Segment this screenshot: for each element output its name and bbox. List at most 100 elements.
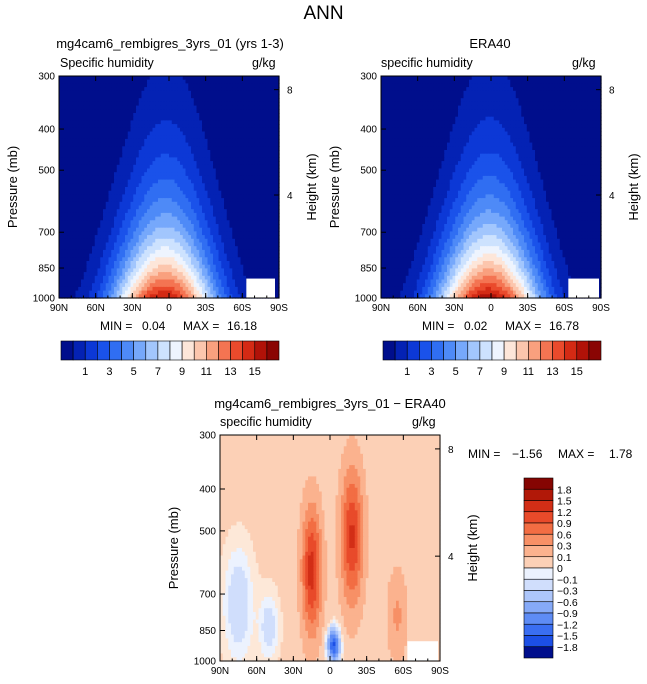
colorbar-swatch (97, 340, 110, 361)
panel-2-y2-tick-label: 4 (609, 191, 615, 202)
colorbar-swatch (419, 340, 432, 361)
colorbar-swatch (109, 340, 122, 361)
panel-1-x-tick-label: 60N (86, 303, 104, 314)
panel-2-max-label: MAX = (505, 319, 542, 333)
panel-2-colorbar (382, 340, 602, 361)
panel-3-field-label: specific humidity (220, 415, 312, 429)
panel-1-min-value: 0.04 (142, 319, 166, 333)
colorbar-swatch (467, 340, 481, 361)
panel-1-colorbar-label: 13 (224, 366, 236, 378)
panel-3-y-axis-label: Pressure (mb) (166, 507, 181, 589)
panel-1-y-tick-label: 850 (38, 264, 55, 275)
panel-2-field-label: specific humidity (381, 56, 473, 70)
colorbar-swatch (515, 340, 529, 361)
panel-2-y-tick-label: 700 (360, 228, 377, 239)
panel-2-y2-tick-label: 8 (609, 86, 615, 97)
panel-2-min-label: MIN = (422, 319, 455, 333)
panel-3-colorbar-label: 1.5 (557, 496, 572, 508)
panel-1-colorbar-label: 9 (179, 366, 185, 378)
panel-1-y2-axis-label: Height (km) (304, 153, 319, 220)
panel-3-min-value: −1.56 (512, 447, 543, 461)
panel-3-contour-field (220, 435, 441, 662)
colorbar-swatch (523, 567, 554, 580)
panel-1-y2-tick-label: 8 (287, 86, 293, 97)
colorbar-swatch (443, 340, 456, 361)
panel-3-colorbar-label: −0.6 (557, 597, 578, 609)
colorbar-swatch (552, 340, 565, 361)
panel-3-x-tick-label: 90S (431, 666, 449, 677)
panel-2-x-tick-label: 30N (445, 303, 463, 314)
colorbar-swatch (206, 340, 219, 361)
colorbar-swatch (181, 340, 195, 361)
panel-1-x-tick-label: 30S (197, 303, 215, 314)
panel-3-max-value: 1.78 (609, 447, 633, 461)
panel-1-colorbar-label: 5 (131, 366, 137, 378)
panel-3-x-tick-label: 30S (358, 666, 376, 677)
panel-3-y-tick-label: 500 (199, 526, 216, 537)
panel-3-y-tick-label: 700 (199, 590, 216, 601)
colorbar-swatch (479, 340, 493, 361)
panel-2-units: g/kg (572, 56, 596, 70)
panel-3-colorbar-label: 0.1 (557, 552, 572, 564)
panel-2-y-tick-label: 300 (360, 72, 377, 83)
panel-3-x-tick-label: 30N (284, 666, 302, 677)
colorbar-swatch (523, 590, 554, 603)
panel-1-y-tick-label: 1000 (33, 294, 56, 305)
colorbar-swatch (523, 601, 554, 614)
colorbar-swatch (491, 340, 505, 361)
panel-2-colorbar-label: 9 (501, 366, 507, 378)
panel-2-axes (380, 75, 602, 299)
panel-3-x-tick-label: 60S (394, 666, 412, 677)
panel-3-colorbar-label: 1.2 (557, 507, 572, 519)
panel-2-y2-axis-label: Height (km) (626, 153, 641, 220)
colorbar-swatch (431, 340, 444, 361)
colorbar-swatch (523, 533, 554, 546)
panel-2-min-value: 0.02 (464, 319, 488, 333)
panel-1-contour-field (59, 76, 280, 299)
panel-2-y-tick-label: 1000 (355, 294, 378, 305)
panel-3-axes (219, 434, 441, 662)
colorbar-swatch (523, 578, 554, 591)
colorbar-swatch (523, 646, 554, 659)
panel-1-topography-mask (246, 278, 275, 298)
panel-2-colorbar-label: 5 (453, 366, 459, 378)
colorbar-swatch (523, 545, 554, 558)
colorbar-swatch (242, 340, 256, 361)
panel-3-colorbar-label: 1.8 (557, 484, 572, 496)
panel-1-x-tick-label: 60S (233, 303, 251, 314)
panel-3-y2-tick-label: 4 (448, 552, 454, 563)
panel-3-y2-axis-label: Height (km) (465, 514, 480, 581)
colorbar-swatch (230, 340, 243, 361)
panel-1-y-tick-label: 400 (38, 125, 55, 136)
colorbar-swatch (540, 340, 553, 361)
colorbar-swatch (121, 340, 134, 361)
panel-2-colorbar-label: 1 (404, 366, 410, 378)
panel-3-colorbar-label: −1.8 (557, 642, 578, 654)
colorbar-swatch (72, 340, 86, 361)
colorbar-swatch (406, 340, 420, 361)
colorbar-swatch (133, 340, 147, 361)
panel-2-y-tick-label: 850 (360, 264, 377, 275)
panel-1-colorbar-label: 7 (155, 366, 161, 378)
panel-3-min-label: MIN = (468, 447, 501, 461)
colorbar-swatch (382, 340, 396, 361)
panel-2-x-tick-label: 90S (592, 303, 610, 314)
colorbar-swatch (588, 340, 602, 361)
panel-1-y2-tick-label: 4 (287, 191, 293, 202)
panel-2-colorbar-label: 3 (428, 366, 434, 378)
panel-1-y-axis-label: Pressure (mb) (5, 146, 20, 228)
panel-3-y-tick-label: 850 (199, 626, 216, 637)
panel-1-y-tick-label: 500 (38, 166, 55, 177)
colorbar-swatch (523, 522, 554, 535)
colorbar-swatch (394, 340, 408, 361)
panel-3-colorbar-label: 0.9 (557, 518, 572, 530)
panel-3-colorbar-label: 0.3 (557, 541, 572, 553)
panel-2-colorbar-label: 15 (571, 366, 583, 378)
panel-2-x-tick-label: 0 (488, 303, 494, 314)
panel-3-colorbar-label: 0 (557, 563, 563, 575)
panel-1-min-label: MIN = (100, 319, 133, 333)
panel-3-colorbar-label: −1.5 (557, 631, 578, 643)
colorbar-swatch (157, 340, 171, 361)
panel-3-colorbar-label: −0.9 (557, 608, 578, 620)
colorbar-swatch (254, 340, 268, 361)
